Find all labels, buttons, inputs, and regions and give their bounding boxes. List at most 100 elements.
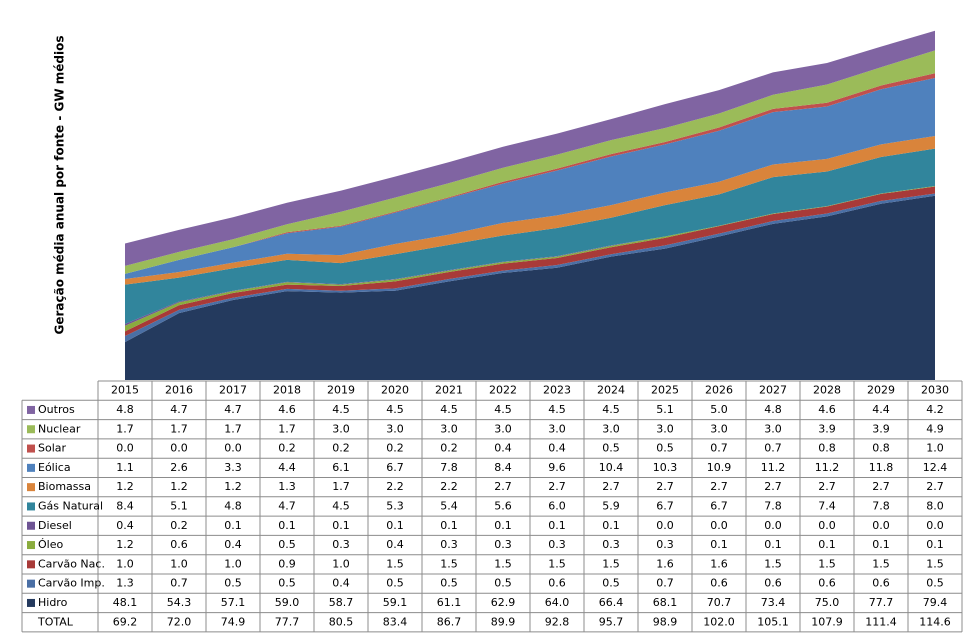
legend-swatch xyxy=(27,502,35,511)
table-cell: 0.4 xyxy=(494,442,512,455)
area xyxy=(125,30,935,266)
table-cell: 3.0 xyxy=(494,422,512,435)
table-cell: 0.3 xyxy=(656,538,674,551)
column-header: 2026 xyxy=(705,384,733,397)
table-cell: 0.2 xyxy=(170,519,188,532)
table-cell: 0.2 xyxy=(440,442,458,455)
table-cell: 2.7 xyxy=(764,480,782,493)
table-cell: 1.6 xyxy=(710,557,728,570)
column-header: 2028 xyxy=(813,384,841,397)
table-cell: 0.7 xyxy=(656,577,674,590)
column-header: 2017 xyxy=(219,384,247,397)
table-cell: 70.7 xyxy=(707,596,732,609)
table-cell: 4.5 xyxy=(494,403,512,416)
table-cell: 3.0 xyxy=(332,422,350,435)
table-cell: 3.9 xyxy=(818,422,836,435)
table-cell: 5.3 xyxy=(386,499,404,512)
table-cell: 1.7 xyxy=(332,480,350,493)
table-cell: 4.5 xyxy=(332,499,350,512)
table-cell: 0.0 xyxy=(170,442,188,455)
table-cell: 105.1 xyxy=(757,615,789,628)
table-cell: 4.6 xyxy=(278,403,296,416)
area xyxy=(125,148,935,324)
table-cell: 0.1 xyxy=(278,519,296,532)
column-header: 2025 xyxy=(651,384,679,397)
table-cell: 77.7 xyxy=(275,615,300,628)
table-cell: 1.7 xyxy=(278,422,296,435)
table-cell: 1.2 xyxy=(116,480,134,493)
table-cell: 4.7 xyxy=(278,499,296,512)
legend-label: Eólica xyxy=(38,461,71,474)
table-cell: 89.9 xyxy=(491,615,516,628)
legend-swatch xyxy=(27,483,35,492)
table-cell: 4.8 xyxy=(116,403,134,416)
table-cell: 4.5 xyxy=(440,403,458,416)
table-cell: 10.9 xyxy=(707,461,732,474)
column-header: 2019 xyxy=(327,384,355,397)
table-cell: 3.0 xyxy=(764,422,782,435)
table-cell: 86.7 xyxy=(437,615,462,628)
table-cell: 12.4 xyxy=(923,461,948,474)
table-cell: 0.6 xyxy=(764,577,782,590)
table-cell: 107.9 xyxy=(811,615,843,628)
table-cell: 1.0 xyxy=(170,557,188,570)
table-cell: 1.5 xyxy=(926,557,944,570)
table-cell: 4.5 xyxy=(386,403,404,416)
table-cell: 72.0 xyxy=(167,615,192,628)
table-cell: 5.1 xyxy=(170,499,188,512)
table-cell: 92.8 xyxy=(545,615,570,628)
legend-label: Nuclear xyxy=(38,422,81,435)
table-cell: 0.1 xyxy=(710,538,728,551)
table-cell: 58.7 xyxy=(329,596,354,609)
table-cell: 10.4 xyxy=(599,461,624,474)
table-cell: 0.4 xyxy=(116,519,134,532)
area xyxy=(125,50,935,274)
legend-swatch xyxy=(27,560,35,569)
legend-swatch xyxy=(27,463,35,472)
table-cell: 0.1 xyxy=(440,519,458,532)
table-cell: 0.0 xyxy=(926,519,944,532)
table-cell: 0.1 xyxy=(926,538,944,551)
table-cell: 0.0 xyxy=(818,519,836,532)
table-cell: 4.6 xyxy=(818,403,836,416)
column-header: 2024 xyxy=(597,384,625,397)
table-cell: 0.5 xyxy=(440,577,458,590)
table-cell: 0.7 xyxy=(710,442,728,455)
table-cell: 0.3 xyxy=(332,538,350,551)
table-cell: 2.7 xyxy=(926,480,944,493)
table-cell: 4.8 xyxy=(224,499,242,512)
table-cell: 74.9 xyxy=(221,615,246,628)
table-cell: 1.0 xyxy=(224,557,242,570)
table-cell: 0.3 xyxy=(548,538,566,551)
table-cell: 0.1 xyxy=(602,519,620,532)
table-cell: 0.6 xyxy=(548,577,566,590)
table-cell: 0.4 xyxy=(386,538,404,551)
table-cell: 1.3 xyxy=(278,480,296,493)
table-cell: 0.5 xyxy=(224,577,242,590)
table-cell: 11.2 xyxy=(761,461,786,474)
table-cell: 6.7 xyxy=(656,499,674,512)
table-cell: 0.5 xyxy=(602,442,620,455)
table-cell: 3.0 xyxy=(440,422,458,435)
legend-swatch xyxy=(27,579,35,588)
legend-label: Carvão Imp. xyxy=(38,577,105,590)
table-cell: 0.0 xyxy=(710,519,728,532)
table-cell: 54.3 xyxy=(167,596,192,609)
table-cell: 2.2 xyxy=(440,480,458,493)
table-cell: 2.7 xyxy=(494,480,512,493)
table-cell: 1.5 xyxy=(386,557,404,570)
table-cell: 3.9 xyxy=(872,422,890,435)
table-cell: 8.4 xyxy=(116,499,134,512)
table-cell: 3.0 xyxy=(602,422,620,435)
table-cell: 0.1 xyxy=(494,519,512,532)
table-cell: 1.2 xyxy=(170,480,188,493)
table-cell: 0.0 xyxy=(656,519,674,532)
table-cell: 0.5 xyxy=(278,538,296,551)
table-cell: 2.2 xyxy=(386,480,404,493)
table-cell: 4.5 xyxy=(548,403,566,416)
table-cell: 111.4 xyxy=(865,615,897,628)
data-table: 2015 2016 2017 2018 2019 2020 2021 2022 2023 2024… xyxy=(21,380,963,633)
table-cell: 4.8 xyxy=(764,403,782,416)
table-cell: 0.3 xyxy=(440,538,458,551)
table-cell: 2.7 xyxy=(548,480,566,493)
